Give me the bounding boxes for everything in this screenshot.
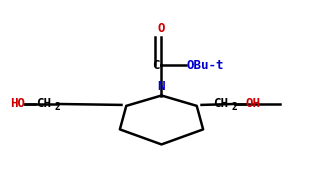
Text: C: C	[152, 59, 160, 72]
Text: O: O	[158, 22, 165, 35]
Text: 2: 2	[54, 102, 60, 112]
Text: CH: CH	[213, 96, 228, 109]
Text: OH: OH	[245, 97, 260, 110]
Text: N: N	[158, 80, 165, 93]
Text: OBu-t: OBu-t	[186, 59, 224, 72]
Text: 2: 2	[231, 102, 237, 112]
Text: HO: HO	[10, 97, 25, 110]
Text: CH: CH	[36, 96, 51, 109]
